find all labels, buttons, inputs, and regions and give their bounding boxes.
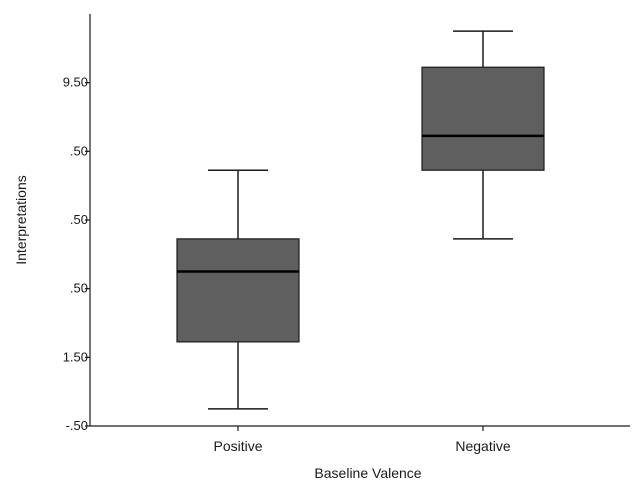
y-tick-label: -.50: [66, 418, 88, 433]
y-tick-label: .50: [70, 212, 88, 227]
y-tick-label: .50: [70, 143, 88, 158]
iqr-box: [176, 238, 300, 343]
box-positive: [176, 169, 300, 410]
y-tick-label: 9.50: [63, 75, 88, 90]
x-axis: Positive Negative: [90, 425, 630, 454]
x-axis-title: Baseline Valence: [314, 465, 421, 481]
y-tick-label: 1.50: [63, 349, 88, 364]
box-negative: [421, 30, 545, 240]
y-axis-title: Interpretations: [13, 175, 29, 265]
x-tick-label: Positive: [213, 438, 262, 454]
y-tick-label: .50: [70, 281, 88, 296]
box-series: [176, 30, 545, 410]
iqr-box: [421, 66, 545, 171]
y-axis: -.50 1.50 .50 .50 .50 9.50: [63, 14, 91, 433]
x-tick-label: Negative: [455, 438, 510, 454]
